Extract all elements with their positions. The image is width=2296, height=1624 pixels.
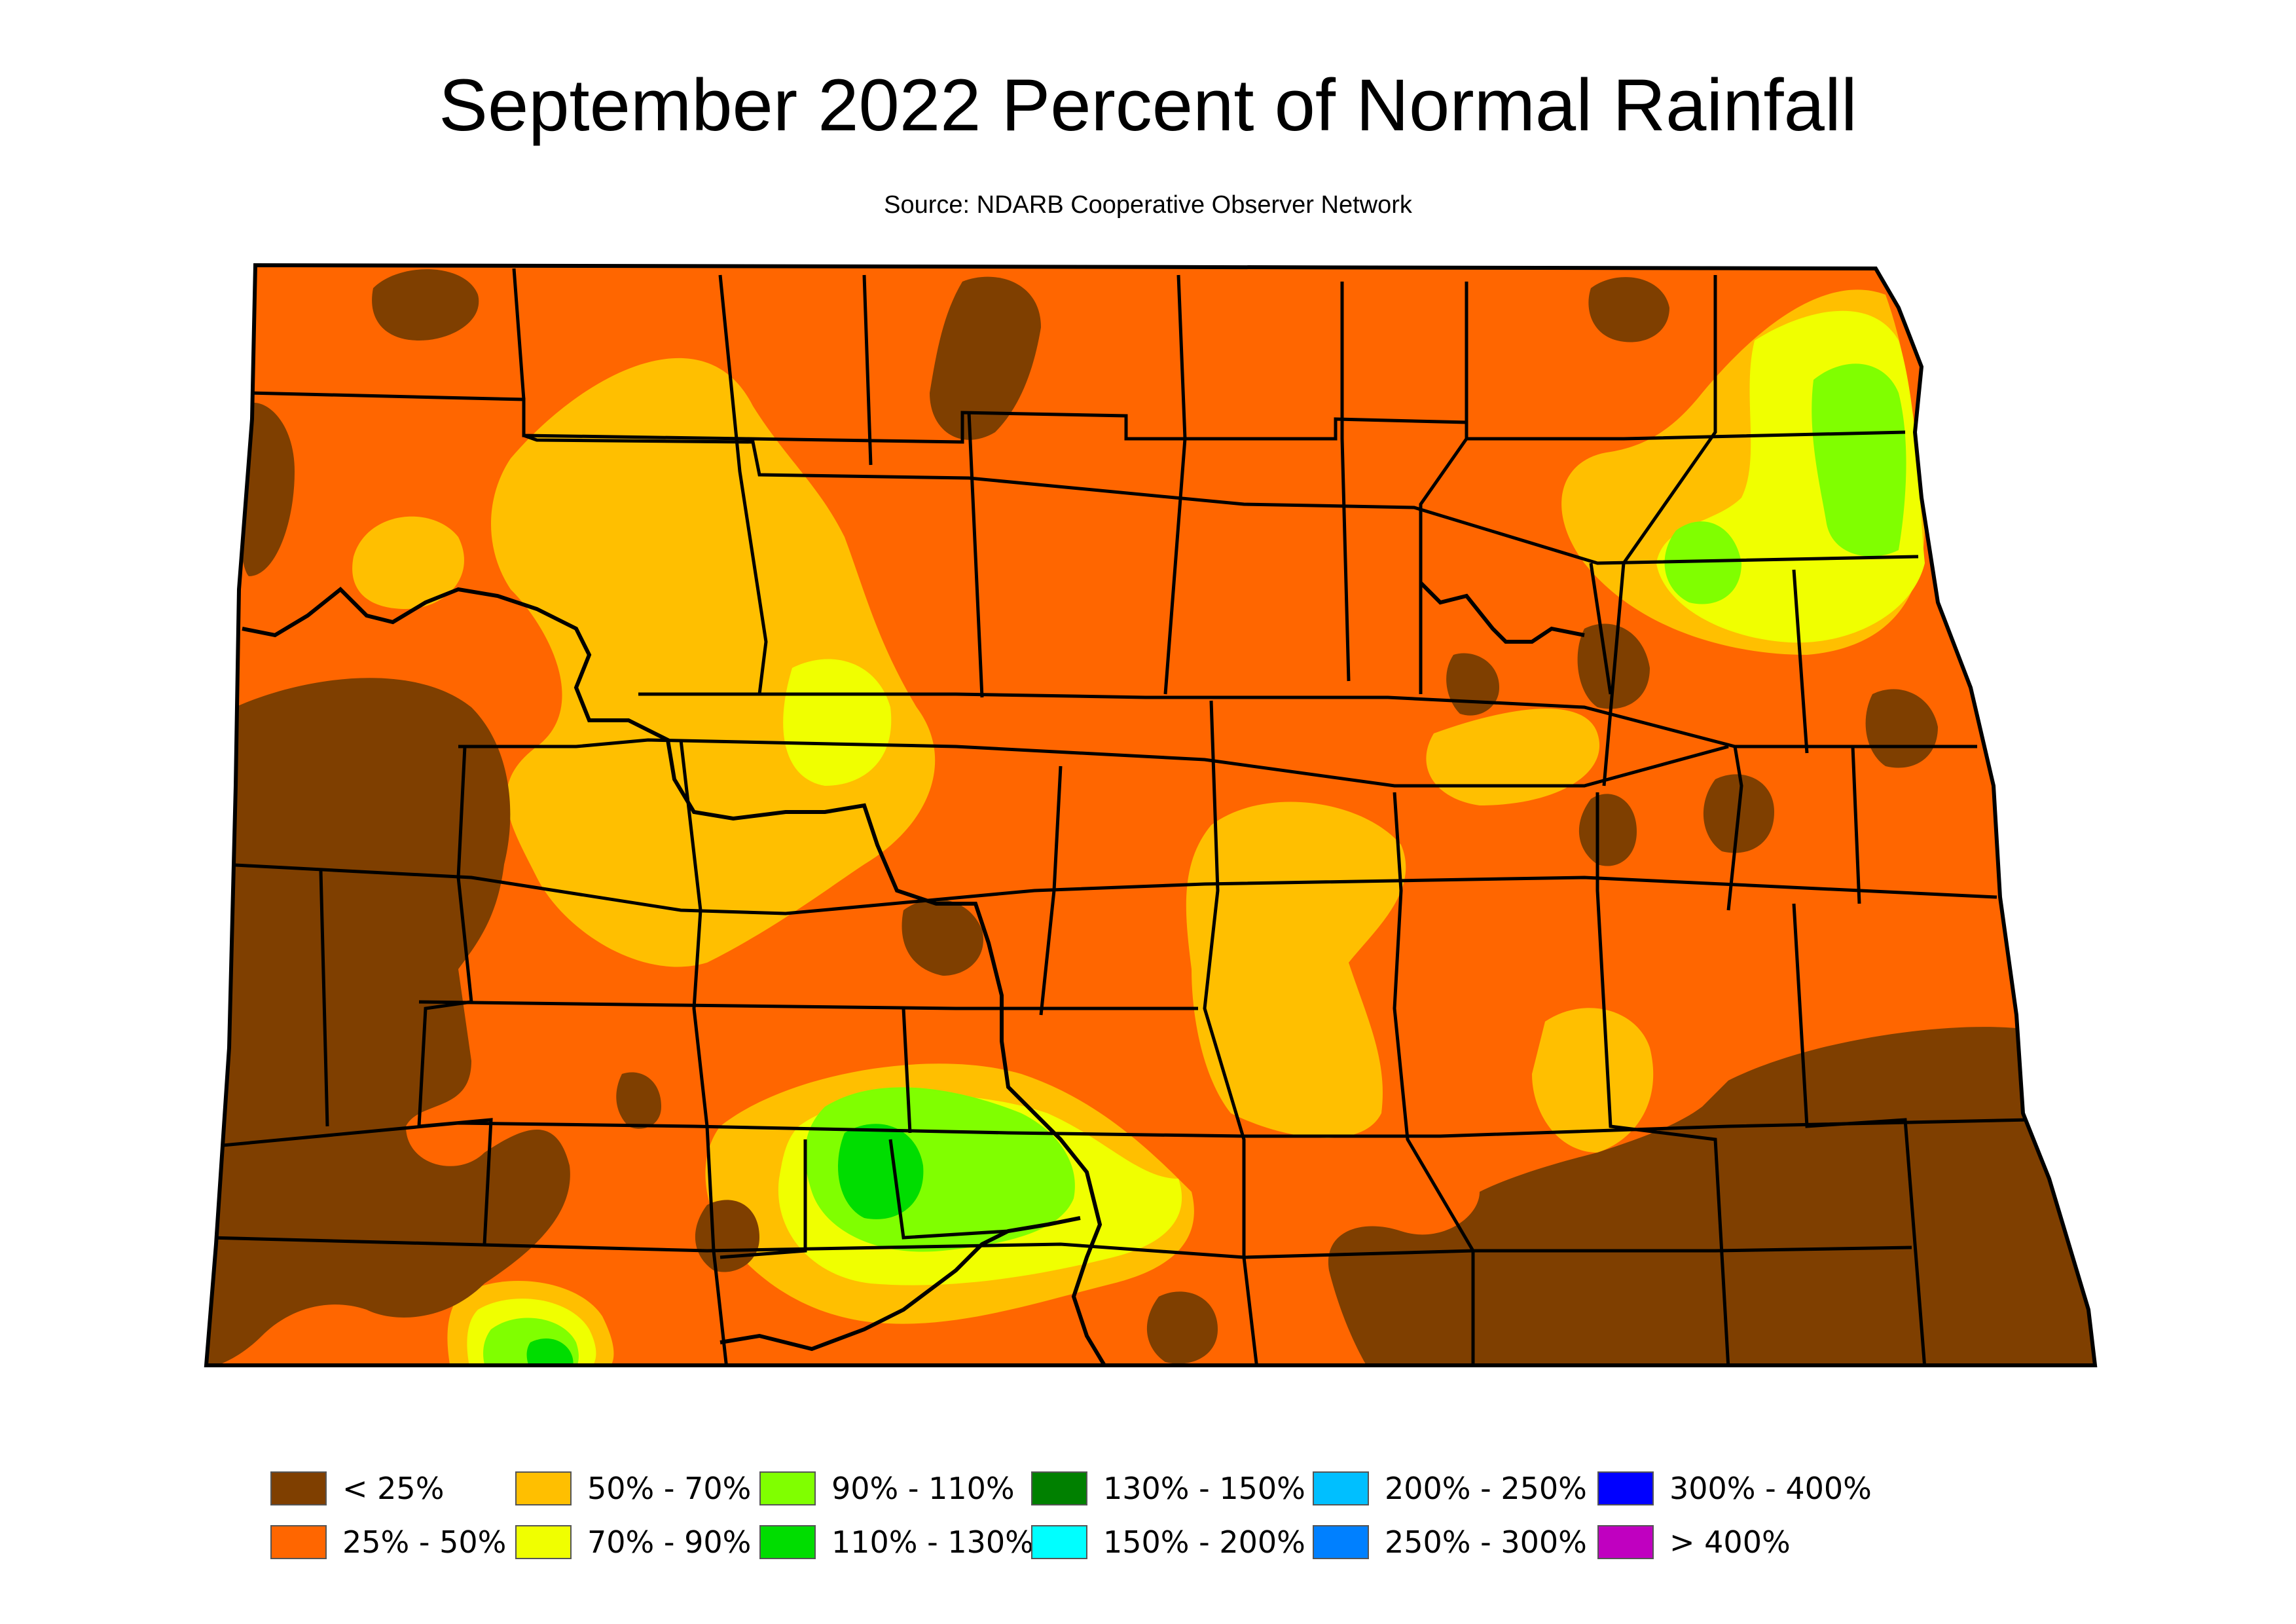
county-line-v7 (1039, 700, 1475, 1365)
region-70-90-central (783, 659, 892, 786)
legend-swatch (1031, 1471, 1087, 1505)
legend-swatch (515, 1471, 572, 1505)
region-lt25-south-spot-2 (695, 1200, 759, 1272)
legend-swatch (759, 1471, 816, 1505)
county-line-h5 (222, 862, 1997, 915)
county-line-h7 (215, 1118, 2030, 1148)
legend-item: 300% - 400% (1597, 1471, 1872, 1506)
legend-swatch (270, 1525, 327, 1559)
county-line-v3 (1419, 275, 1717, 786)
legend-item: 90% - 110% (759, 1471, 1015, 1506)
state-boundary (204, 263, 2098, 1367)
region-110-130-south-central (838, 1124, 924, 1219)
map-fill (206, 265, 2095, 1365)
county-line-v9 (720, 1008, 1009, 1259)
county-line-h8 (209, 1236, 1912, 1259)
county-line-v1 (512, 268, 768, 695)
region-90-110-ne-spot (1664, 521, 1741, 604)
legend-label: 50% - 70% (587, 1471, 752, 1506)
legend-label: 150% - 200% (1103, 1524, 1305, 1560)
region-50-70-central-east (1186, 802, 1406, 1138)
legend-item: 130% - 150% (1031, 1471, 1305, 1506)
county-line-h2 (523, 434, 1919, 565)
county-line-v4 (1726, 569, 1861, 911)
cannonball-river (720, 1216, 1081, 1352)
legend-swatch (1597, 1471, 1654, 1505)
region-50-70-southeast-band (1532, 1008, 1654, 1153)
legend-label: 300% - 400% (1669, 1471, 1872, 1506)
region-lt25-north-central (930, 276, 1041, 440)
region-90-110-northeast (1812, 363, 1906, 557)
legend-item: > 400% (1597, 1524, 1791, 1560)
legend-item: 110% - 130% (759, 1524, 1034, 1560)
county-line-v2 (862, 274, 1351, 698)
region-lt25-west-spot (616, 1072, 661, 1129)
legend-item: 25% - 50% (270, 1524, 506, 1560)
legend-swatch (1597, 1525, 1654, 1559)
legend-label: < 25% (342, 1471, 445, 1506)
county-lines (209, 268, 2030, 1365)
region-50-70-central-west (491, 358, 936, 967)
region-50-70-east-center (1426, 709, 1600, 805)
region-lt25-northeast-top (1588, 277, 1669, 342)
legend-swatch (270, 1471, 327, 1505)
map-source: Source: NDARB Cooperative Observer Netwo… (884, 191, 1412, 219)
legend-label: 250% - 300% (1385, 1524, 1587, 1560)
region-110-130-southwest-spot (526, 1338, 574, 1365)
map-title: September 2022 Percent of Normal Rainfal… (439, 64, 1857, 146)
legend-label: 110% - 130% (831, 1524, 1034, 1560)
region-lt25-south-spot (1146, 1291, 1218, 1364)
rivers (242, 581, 1585, 1365)
county-line-h6 (418, 1000, 1198, 1010)
region-lt25-southeast (1328, 1027, 2095, 1365)
legend-item: 150% - 200% (1031, 1524, 1305, 1560)
legend-label: 90% - 110% (831, 1471, 1015, 1506)
legend-label: 200% - 250% (1385, 1471, 1587, 1506)
legend-item: 200% - 250% (1313, 1471, 1587, 1506)
legend-swatch (1031, 1525, 1087, 1559)
legend-swatch (1313, 1471, 1369, 1505)
legend-item: 250% - 300% (1313, 1524, 1587, 1560)
region-lt25-central-spot (902, 899, 983, 976)
legend-item: 70% - 90% (515, 1524, 751, 1560)
region-lt25-east-spot-3 (1578, 794, 1637, 866)
legend-label: 25% - 50% (342, 1524, 507, 1560)
legend-item: 50% - 70% (515, 1471, 751, 1506)
legend-label: > 400% (1669, 1524, 1791, 1560)
legend-swatch (515, 1525, 572, 1559)
region-50-70-northwest-spot (352, 516, 464, 609)
county-line-v6 (679, 739, 729, 1365)
sheyenne-river (1419, 581, 1585, 644)
legend-label: 70% - 90% (587, 1524, 752, 1560)
county-line-v5 (319, 746, 493, 1245)
missouri-river (242, 586, 1108, 1365)
region-lt25-northwest-left (238, 402, 295, 576)
legend-label: 130% - 150% (1103, 1471, 1305, 1506)
legend-swatch (1313, 1525, 1369, 1559)
county-line-v8 (1595, 792, 1927, 1365)
legend-item: < 25% (270, 1471, 444, 1506)
region-lt25-northwest-top (372, 269, 479, 341)
county-line-h4 (458, 738, 1729, 788)
legend-swatch (759, 1525, 816, 1559)
region-lt25-west (206, 678, 570, 1365)
